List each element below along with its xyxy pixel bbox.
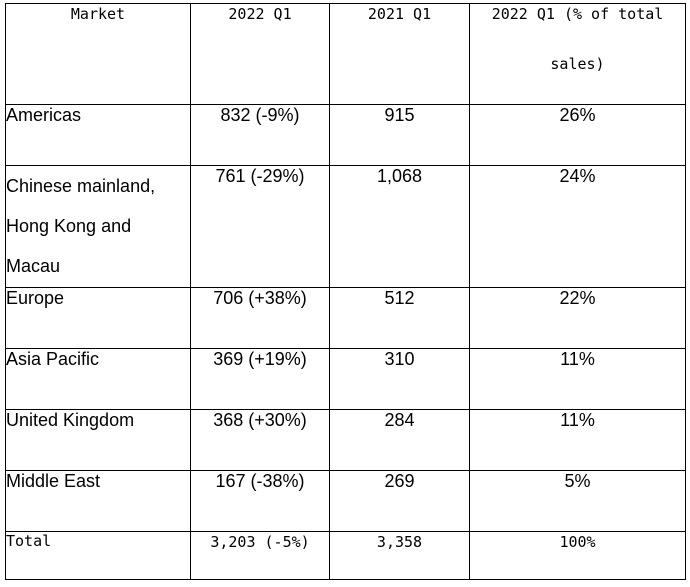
header-share-line2: sales)	[550, 55, 605, 73]
table-header-row: Market 2022 Q1 2021 Q1 2022 Q1 (% of tot…	[5, 3, 686, 105]
market-name-line: Chinese mainland,	[6, 176, 156, 196]
market-name: United Kingdom	[5, 409, 191, 471]
value-2022-q1: 368 (+30%)	[190, 409, 330, 471]
header-share-line1: 2022 Q1 (% of total	[491, 5, 664, 23]
market-name: Asia Pacific	[5, 348, 191, 410]
header-share-of-total: 2022 Q1 (% of total sales)	[469, 3, 686, 105]
header-market: Market	[5, 3, 191, 105]
value-2022-q1: 706 (+38%)	[190, 287, 330, 349]
table-row: Asia Pacific 369 (+19%) 310 11%	[5, 348, 686, 410]
market-name-line: Hong Kong and	[6, 216, 132, 236]
market-name: Chinese mainland, Hong Kong and Macau	[5, 165, 191, 288]
value-2022-q1: 167 (-38%)	[190, 470, 330, 532]
value-2021-q1: 915	[329, 104, 470, 166]
value-share: 11%	[469, 409, 686, 471]
table-row: Chinese mainland, Hong Kong and Macau 76…	[5, 165, 686, 288]
value-2022-q1: 832 (-9%)	[190, 104, 330, 166]
total-label: Total	[5, 531, 191, 580]
header-2022-q1: 2022 Q1	[190, 3, 330, 105]
value-2021-q1: 269	[329, 470, 470, 532]
market-name: Americas	[5, 104, 191, 166]
table-row: Europe 706 (+38%) 512 22%	[5, 287, 686, 349]
value-2021-q1: 1,068	[329, 165, 470, 288]
value-2021-q1: 284	[329, 409, 470, 471]
market-name-line: Macau	[6, 256, 61, 276]
value-2022-q1: 761 (-29%)	[190, 165, 330, 288]
value-share: 24%	[469, 165, 686, 288]
value-2022-q1: 369 (+19%)	[190, 348, 330, 410]
total-2022-q1: 3,203 (-5%)	[190, 531, 330, 580]
value-share: 26%	[469, 104, 686, 166]
sales-by-market-table: Market 2022 Q1 2021 Q1 2022 Q1 (% of tot…	[5, 3, 686, 580]
value-2021-q1: 512	[329, 287, 470, 349]
value-2021-q1: 310	[329, 348, 470, 410]
table-row: Americas 832 (-9%) 915 26%	[5, 104, 686, 166]
value-share: 11%	[469, 348, 686, 410]
market-name: Middle East	[5, 470, 191, 532]
table-total-row: Total 3,203 (-5%) 3,358 100%	[5, 531, 686, 580]
total-2021-q1: 3,358	[329, 531, 470, 580]
value-share: 5%	[469, 470, 686, 532]
table-row: Middle East 167 (-38%) 269 5%	[5, 470, 686, 532]
total-share: 100%	[469, 531, 686, 580]
value-share: 22%	[469, 287, 686, 349]
header-2021-q1: 2021 Q1	[329, 3, 470, 105]
table-row: United Kingdom 368 (+30%) 284 11%	[5, 409, 686, 471]
market-name: Europe	[5, 287, 191, 349]
